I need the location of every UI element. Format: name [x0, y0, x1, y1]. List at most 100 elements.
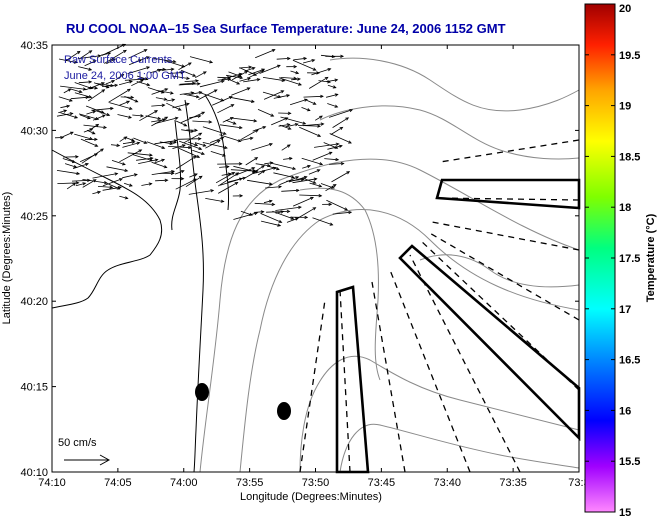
current-vector-head [293, 64, 298, 69]
current-vector [77, 54, 102, 59]
current-vector-shaft [151, 116, 168, 127]
coastline-segment [204, 94, 229, 211]
current-vector-head [334, 145, 339, 149]
zone-boundary-dashed [437, 197, 580, 201]
current-vector-head [340, 54, 345, 58]
current-vector-shaft [303, 95, 324, 98]
current-vector-shaft [139, 110, 158, 122]
current-vector-head [346, 171, 351, 175]
current-vector-head [317, 133, 322, 137]
current-vector-head [194, 143, 199, 147]
current-vector-shaft [210, 151, 226, 157]
current-vector [120, 95, 135, 99]
current-vector-shaft [177, 138, 201, 140]
current-vector-shaft [252, 126, 266, 132]
current-vector-head [157, 116, 162, 120]
current-vector-shaft [155, 179, 168, 182]
current-vector-head [328, 151, 333, 155]
current-vector-shaft [205, 198, 224, 202]
current-vector-shaft [253, 211, 264, 213]
current-vector [299, 194, 323, 198]
current-vector-head [306, 108, 311, 112]
current-vector-head [92, 60, 97, 64]
current-vector-head [195, 79, 200, 83]
current-vector [133, 56, 150, 64]
current-vector-head [280, 90, 285, 94]
current-vector-head [97, 190, 102, 195]
current-vector [185, 175, 203, 188]
current-vector-head [88, 95, 93, 99]
current-vector-shaft [157, 90, 174, 94]
current-vector [322, 202, 333, 206]
current-vector-head [319, 115, 323, 119]
current-vector-shaft [314, 143, 339, 148]
current-vector-shaft [192, 120, 212, 123]
current-vector-shaft [331, 171, 350, 183]
current-vector [205, 198, 225, 203]
current-vector-head [89, 136, 94, 141]
current-vector [109, 102, 133, 110]
current-vector [299, 126, 322, 137]
current-vector [195, 71, 207, 79]
current-vector-shaft [124, 78, 145, 81]
current-vector-shaft [133, 56, 150, 64]
current-vector [266, 209, 291, 214]
current-vector [83, 124, 108, 129]
current-vector-shaft [151, 104, 165, 107]
current-vector [180, 69, 197, 77]
current-vector-shaft [255, 49, 275, 59]
current-vector-shaft [312, 152, 332, 161]
current-vector-shaft [175, 120, 187, 127]
y-tick-label: 40:35 [20, 40, 48, 52]
current-vector-shaft [219, 124, 242, 129]
current-vector-head [198, 91, 203, 95]
current-vector-shaft [106, 166, 128, 172]
zone-boundary-dashed [389, 269, 471, 473]
current-vector-head [277, 94, 282, 99]
current-vector [288, 175, 308, 183]
current-vector-shaft [259, 65, 281, 74]
current-vector-head [101, 114, 106, 118]
current-vector [60, 104, 71, 109]
current-vector [301, 157, 324, 166]
current-vector-shaft [138, 159, 158, 164]
current-vector [166, 102, 182, 111]
current-vector-head [164, 88, 169, 92]
current-vector [188, 189, 215, 195]
current-vector-shaft [226, 74, 243, 79]
current-vector-head [95, 116, 100, 121]
current-vector [272, 210, 295, 220]
current-vector-head [295, 71, 300, 75]
current-vector [174, 170, 185, 175]
current-vector [210, 136, 225, 143]
current-vector [281, 188, 300, 193]
current-vector-head [130, 95, 135, 99]
current-vector-shaft [85, 82, 105, 91]
current-vector-shaft [285, 123, 298, 128]
current-vector-shaft [127, 66, 150, 75]
current-vector-shaft [97, 186, 113, 188]
current-vector-head [177, 107, 182, 111]
current-vector [326, 199, 349, 211]
current-vector [104, 49, 127, 64]
y-tick-label: 40:20 [20, 296, 48, 308]
current-vector [328, 109, 354, 118]
current-vector-shaft [79, 50, 92, 59]
current-vector-head [202, 71, 207, 75]
current-vector-shaft [281, 189, 299, 192]
current-vector-shaft [72, 163, 89, 169]
current-vector-shaft [231, 70, 248, 81]
colorbar-tick-label: 19 [619, 101, 631, 113]
current-vector-head [271, 49, 276, 53]
current-vector-head [174, 116, 179, 121]
current-vector-head [288, 156, 293, 161]
current-vector-head [230, 104, 235, 108]
current-vector-shaft [74, 133, 93, 140]
current-vector [278, 77, 302, 86]
current-vector-shaft [102, 178, 123, 187]
current-vector-head [242, 176, 247, 180]
current-vector-shaft [88, 86, 98, 89]
current-vector-shaft [299, 126, 321, 137]
current-vector-shaft [109, 102, 133, 110]
current-vector [82, 179, 97, 188]
